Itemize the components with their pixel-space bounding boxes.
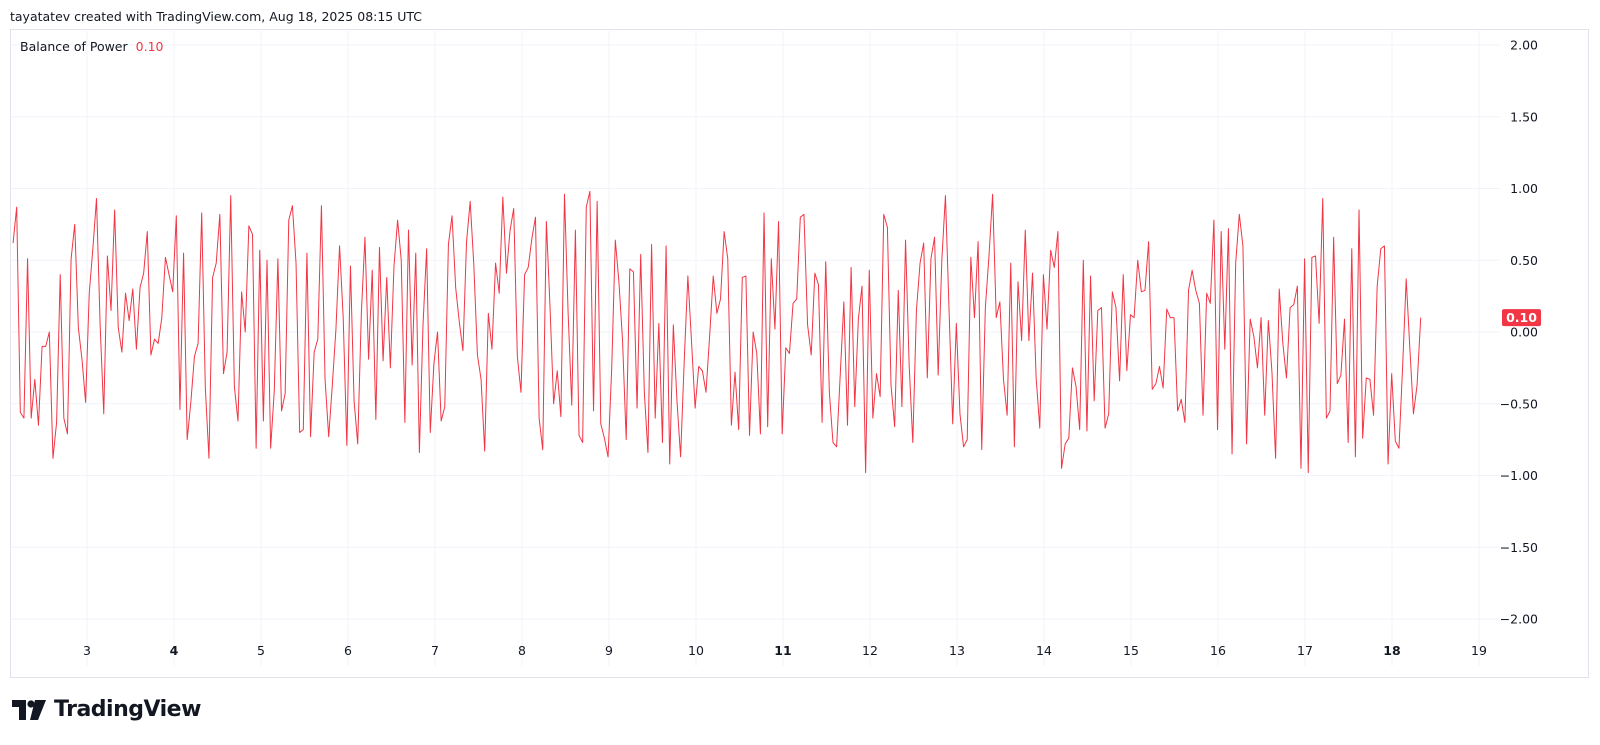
x-tick-label: 3: [83, 643, 91, 658]
series-layer: [12, 190, 1422, 474]
x-tick-label: 5: [257, 643, 265, 658]
y-tick-label: −2.00: [1500, 612, 1538, 627]
y-tick-label: −0.50: [1500, 396, 1538, 411]
chart-frame: [10, 29, 1589, 678]
y-tick-label: 1.00: [1510, 181, 1538, 196]
last-value-badge: [1502, 309, 1541, 327]
last-value-label: 0.10: [1506, 310, 1537, 325]
x-tick-label: 7: [431, 643, 439, 658]
series-line-balance-of-power: [12, 190, 1422, 474]
x-tick-label: 17: [1297, 643, 1313, 658]
y-tick-label: 1.50: [1510, 109, 1538, 124]
y-tick-label: −1.50: [1500, 540, 1538, 555]
indicator-legend[interactable]: Balance of Power 0.10: [20, 39, 164, 54]
indicator-value: 0.10: [135, 39, 164, 54]
tradingview-logo-icon: [12, 699, 46, 720]
x-tick-label: 13: [949, 643, 965, 658]
x-tick-label: 4: [170, 643, 179, 658]
x-tick-label: 19: [1471, 643, 1487, 658]
x-tick-label: 6: [344, 643, 352, 658]
y-axis: 2.00 1.50 1.00 0.50 0.00 −0.50 −1.00 −1.50 −2.00: [1500, 38, 1538, 627]
x-tick-label: 14: [1036, 643, 1052, 658]
brand: TradingView: [12, 697, 201, 722]
last-value-badge-layer: 0.10: [1502, 309, 1541, 327]
y-tick-label: 2.00: [1510, 38, 1538, 53]
x-tick-label: 16: [1210, 643, 1226, 658]
x-tick-label: 9: [605, 643, 613, 658]
x-axis: 3 4 5 6 7 8 9 10 11 12 13 14 15 16 17 18 19: [83, 643, 1487, 658]
chart-caption: tayatatev created with TradingView.com, …: [10, 9, 423, 24]
brand-name: TradingView: [54, 697, 201, 722]
x-tick-label: 18: [1383, 643, 1400, 658]
x-tick-label: 8: [518, 643, 526, 658]
x-tick-label: 11: [774, 643, 791, 658]
y-tick-label: 0.50: [1510, 253, 1538, 268]
x-tick-label: 12: [862, 643, 878, 658]
y-tick-label: 0.00: [1510, 325, 1538, 340]
indicator-name: Balance of Power: [20, 39, 128, 54]
y-tick-label: −1.00: [1500, 468, 1538, 483]
x-tick-label: 10: [688, 643, 704, 658]
x-tick-label: 15: [1123, 643, 1139, 658]
